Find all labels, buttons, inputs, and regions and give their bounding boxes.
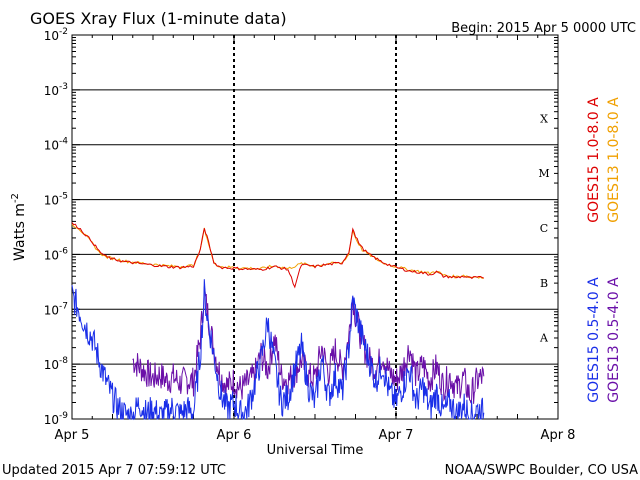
y-tick-base: 10 <box>44 303 59 317</box>
x-tick-labels: Apr 5 Apr 6 Apr 7 Apr 8 <box>55 428 576 443</box>
y-tick-base: 10 <box>44 248 59 262</box>
y-axis-title-sup: -2 <box>10 193 21 203</box>
flare-class-label: M <box>538 167 549 180</box>
chart-title: GOES Xray Flux (1-minute data) <box>30 9 287 28</box>
y-tick-label: 10-4 <box>44 137 69 153</box>
y-tick-exponent: -3 <box>59 82 68 92</box>
legend-entry: GOES13 1.0-8.0 A <box>606 97 622 223</box>
x-tick-label: Apr 7 <box>379 428 414 443</box>
series-layer <box>71 222 485 421</box>
flare-class-labels: A B C M X <box>538 112 549 344</box>
y-tick-exponent: -2 <box>59 27 68 37</box>
y-tick-label: 10-5 <box>44 192 68 208</box>
x-axis-title: Universal Time <box>267 443 364 458</box>
series-line-goes15-0-5-4-0-a <box>71 279 485 421</box>
y-tick-base: 10 <box>44 194 59 208</box>
y-tick-label: 10-7 <box>44 301 68 317</box>
y-tick-label: 10-2 <box>44 27 68 43</box>
credit-text: NOAA/SWPC Boulder, CO USA <box>445 463 638 478</box>
y-tick-labels: 10-910-810-710-610-510-410-310-2 <box>44 27 69 427</box>
y-tick-label: 10-3 <box>44 82 68 98</box>
series-line-goes15-1-0-8-0-a <box>71 222 484 289</box>
y-tick-exponent: -5 <box>59 192 68 202</box>
legend: GOES15 1.0-8.0 A GOES13 1.0-8.0 A GOES15 0… <box>586 97 622 403</box>
x-tick-label: Apr 8 <box>541 428 576 443</box>
plot-frame <box>71 34 559 420</box>
y-tick-exponent: -4 <box>59 137 68 147</box>
y-tick-base: 10 <box>44 29 59 43</box>
y-tick-exponent: -7 <box>59 301 68 311</box>
flare-class-label: A <box>539 332 549 345</box>
y-tick-base: 10 <box>44 139 59 153</box>
flare-class-label: X <box>540 112 548 125</box>
y-tick-label: 10-9 <box>44 411 69 427</box>
y-tick-base: 10 <box>44 413 59 427</box>
y-tick-label: 10-6 <box>44 246 69 262</box>
y-axis-title: Watts m-2 <box>10 193 28 261</box>
y-axis-title-base: Watts m <box>12 203 28 261</box>
legend-entry: GOES15 1.0-8.0 A <box>586 97 602 223</box>
begin-time: Begin: 2015 Apr 5 0000 UTC <box>451 21 636 36</box>
series-line-goes13-1-0-8-0-a <box>71 224 484 279</box>
y-tick-label: 10-8 <box>44 356 69 372</box>
y-tick-base: 10 <box>44 358 59 372</box>
x-tick-label: Apr 6 <box>217 428 252 443</box>
flare-class-label: B <box>540 277 548 290</box>
x-tick-label: Apr 5 <box>55 428 90 443</box>
flare-class-label: C <box>540 222 548 235</box>
y-tick-base: 10 <box>44 84 59 98</box>
y-tick-exponent: -8 <box>59 356 68 366</box>
day-markers <box>233 35 397 419</box>
y-tick-exponent: -9 <box>59 411 68 421</box>
legend-entry: GOES13 0.5-4.0 A <box>606 277 622 403</box>
grid-layer <box>71 35 559 420</box>
updated-timestamp: Updated 2015 Apr 7 07:59:12 UTC <box>2 463 226 478</box>
y-tick-exponent: -6 <box>59 246 68 256</box>
legend-entry: GOES15 0.5-4.0 A <box>586 277 602 403</box>
